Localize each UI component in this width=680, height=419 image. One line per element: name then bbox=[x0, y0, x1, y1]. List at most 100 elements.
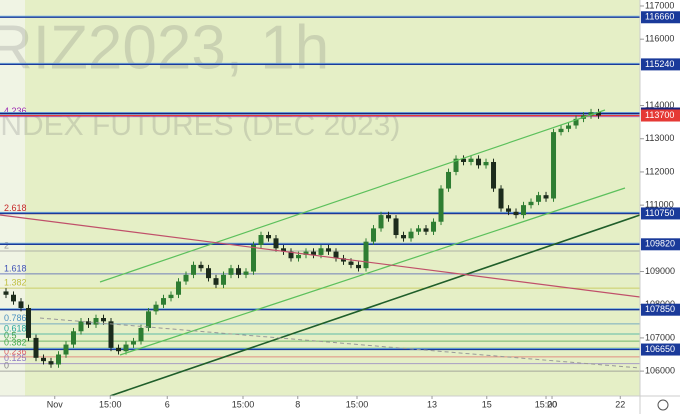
candle-body bbox=[558, 128, 564, 133]
drawings bbox=[0, 109, 641, 397]
dashed-line bbox=[39, 317, 641, 369]
x-tick-label: 8 bbox=[295, 399, 300, 409]
level-label: 109820 bbox=[645, 239, 675, 249]
fib-label: 0.236 bbox=[4, 346, 27, 356]
x-tick-label: 15:00 bbox=[99, 399, 122, 409]
candle-body bbox=[191, 264, 197, 275]
candle-body bbox=[348, 261, 354, 265]
candle-body bbox=[198, 264, 204, 269]
candle-body bbox=[491, 161, 497, 189]
candle-body bbox=[363, 241, 369, 269]
x-tick-label: 15:00 bbox=[346, 399, 369, 409]
candle-body bbox=[56, 354, 62, 365]
candle-body bbox=[566, 125, 572, 129]
trend-line-red bbox=[0, 214, 641, 298]
level-label-box bbox=[641, 58, 680, 71]
settings-icon[interactable] bbox=[657, 399, 669, 411]
candle-body bbox=[18, 301, 24, 309]
candle-body bbox=[573, 118, 579, 126]
candle-body bbox=[236, 268, 242, 275]
y-tick-label: 114000 bbox=[645, 100, 674, 110]
candle-body bbox=[101, 317, 107, 322]
candle-body bbox=[423, 228, 429, 232]
candle-body bbox=[138, 327, 144, 342]
candle-body bbox=[123, 344, 129, 352]
candle-body bbox=[528, 201, 534, 206]
candle-body bbox=[26, 308, 32, 338]
level-label: 110750 bbox=[645, 208, 674, 218]
fib-label: 2 bbox=[4, 240, 9, 250]
fib-label: 1.382 bbox=[4, 277, 27, 287]
candle-body bbox=[498, 188, 504, 209]
level-label-box bbox=[641, 238, 680, 251]
candle-body bbox=[303, 251, 309, 255]
candle-body bbox=[311, 251, 317, 255]
candle-body bbox=[266, 235, 272, 239]
level-label-box bbox=[641, 109, 680, 122]
candle-body bbox=[513, 211, 519, 216]
candle-body bbox=[386, 215, 392, 219]
candle-body bbox=[416, 228, 422, 232]
level-label-box bbox=[641, 11, 680, 24]
candle-body bbox=[468, 158, 474, 162]
channel-lower bbox=[119, 187, 626, 356]
candle-body bbox=[63, 344, 69, 355]
candle-body bbox=[176, 281, 182, 295]
candle-body bbox=[213, 278, 219, 285]
time-axis bbox=[0, 396, 640, 414]
candle-body bbox=[116, 347, 122, 352]
candle-body bbox=[251, 244, 257, 272]
candle-body bbox=[288, 251, 294, 259]
y-tick-label: 117000 bbox=[645, 0, 674, 10]
level-label: 115240 bbox=[645, 59, 674, 69]
fib-label: 0.382 bbox=[4, 338, 27, 348]
candle-body bbox=[476, 158, 482, 166]
candle-body bbox=[371, 228, 377, 242]
candle-body bbox=[86, 321, 92, 325]
fib-label: 1.618 bbox=[4, 263, 27, 273]
candle-body bbox=[146, 311, 152, 328]
fib-label: 4.236 bbox=[4, 106, 27, 116]
candle-body bbox=[33, 337, 39, 358]
y-tick-label: 116000 bbox=[645, 34, 674, 44]
candle-body bbox=[93, 317, 99, 325]
fib-label: 0.125 bbox=[4, 353, 27, 363]
x-tick-label: 15:00 bbox=[232, 399, 255, 409]
candle-body bbox=[551, 132, 557, 199]
candle-body bbox=[11, 294, 17, 302]
candle-body bbox=[506, 208, 512, 212]
candle-body bbox=[258, 235, 264, 245]
candle-body bbox=[431, 221, 437, 232]
candle-body bbox=[3, 291, 9, 295]
candle-body bbox=[521, 205, 527, 216]
candle-body bbox=[161, 298, 167, 305]
candle-body bbox=[438, 188, 444, 222]
candle-body bbox=[41, 357, 47, 362]
candle-body bbox=[71, 331, 77, 345]
candle-body bbox=[483, 161, 489, 166]
candle-body bbox=[408, 231, 414, 239]
candle-body bbox=[453, 158, 459, 172]
candle-body bbox=[296, 254, 302, 259]
trend-line bbox=[109, 214, 641, 397]
plot-area bbox=[0, 0, 640, 396]
y-tick-label: 111000 bbox=[645, 200, 674, 210]
candle-body bbox=[378, 215, 384, 229]
candle-body bbox=[183, 274, 189, 282]
candle-body bbox=[168, 294, 174, 299]
y-tick-label: 106000 bbox=[645, 365, 675, 375]
y-tick-label: 109000 bbox=[645, 266, 675, 276]
level-label-box bbox=[641, 303, 680, 316]
candle-body bbox=[281, 248, 287, 252]
candle-body bbox=[131, 341, 137, 345]
level-label: 113700 bbox=[645, 110, 674, 120]
fib-label: 2.618 bbox=[4, 203, 27, 213]
candle-body bbox=[243, 271, 249, 275]
y-tick-label: 113000 bbox=[645, 133, 674, 143]
level-label: 106650 bbox=[645, 344, 675, 354]
candle-body bbox=[221, 274, 227, 285]
y-tick-label: 107000 bbox=[645, 332, 675, 342]
candle-body bbox=[108, 321, 114, 348]
